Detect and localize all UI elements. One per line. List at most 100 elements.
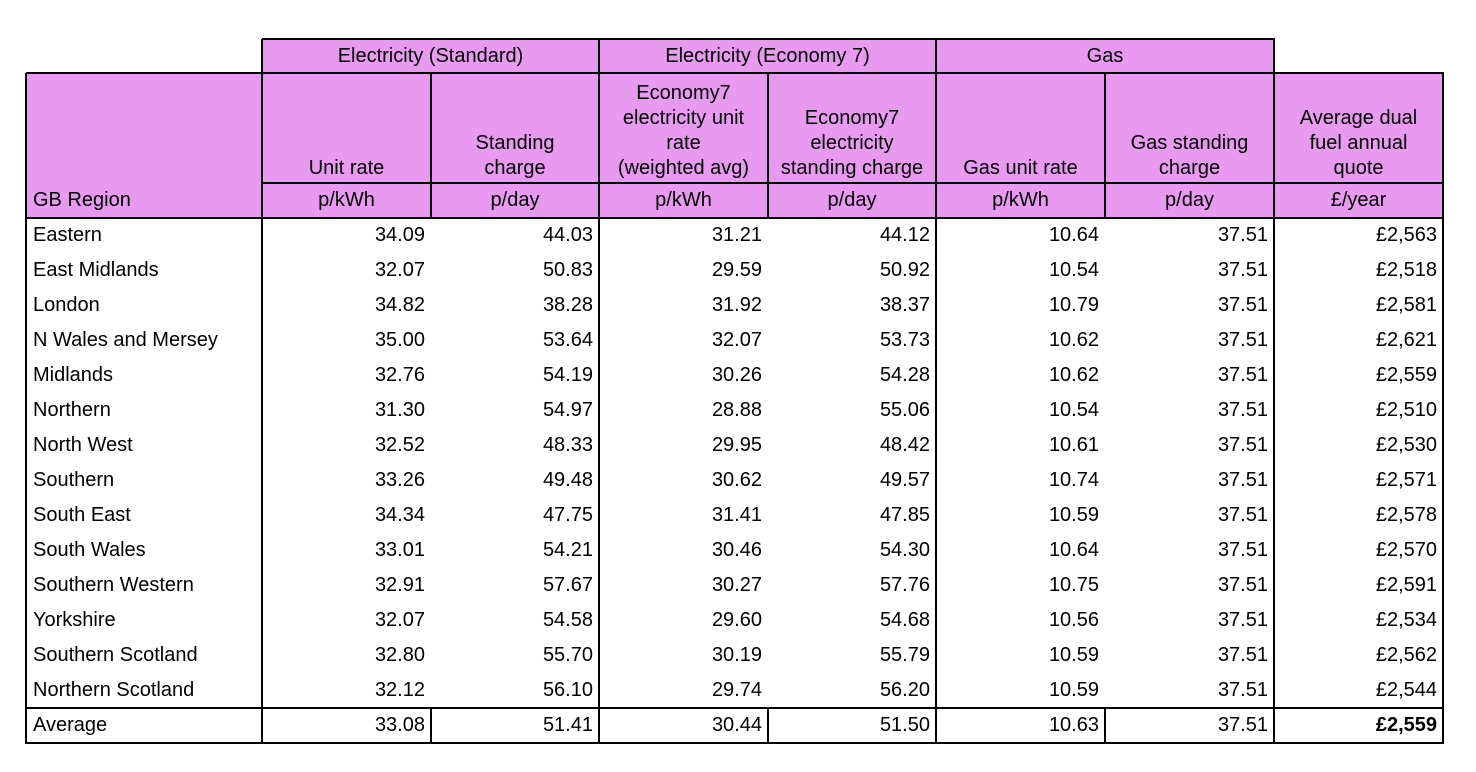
table-cell: 10.62 [1048, 364, 1099, 386]
table-cell: 33.26 [374, 469, 425, 491]
column-header-line: quote [1333, 157, 1384, 179]
table-cell: 37.51 [1217, 224, 1268, 246]
table-cell: 34.09 [374, 224, 425, 246]
top-border [262, 38, 1275, 40]
table-cell: 54.28 [879, 364, 930, 386]
column-header-line: rate [666, 132, 701, 154]
body-top-border [26, 217, 1444, 219]
group-divider [1273, 39, 1275, 744]
column-header-line: (weighted avg) [617, 157, 750, 179]
table-cell: £2,544 [1375, 679, 1437, 701]
table-cell: 37.51 [1217, 294, 1268, 316]
column-header: Gas unit rate [936, 73, 1105, 183]
unit-label: p/kWh [936, 183, 1105, 218]
group-header: Electricity (Economy 7) [599, 39, 936, 73]
table-cell: 33.01 [374, 539, 425, 561]
table-cell: 44.03 [542, 224, 593, 246]
table-cell: 31.92 [711, 294, 762, 316]
table-cell: 34.34 [374, 504, 425, 526]
column-header: Average dual fuel annual quote [1274, 73, 1443, 183]
table-cell: 31.30 [374, 399, 425, 421]
table-cell: 54.97 [542, 399, 593, 421]
table-cell: 37.51 [1217, 644, 1268, 666]
unit-label: p/kWh [599, 183, 768, 218]
column-header-line: fuel annual [1309, 132, 1408, 154]
average-top-border [26, 707, 1444, 709]
table-cell: 29.59 [711, 259, 762, 281]
region-header-cell [26, 73, 262, 183]
table-cell: 55.79 [879, 644, 930, 666]
table-cell: £2,510 [1375, 399, 1437, 421]
table-cell: 30.46 [711, 539, 762, 561]
table-cell: £2,559 [1375, 364, 1437, 386]
column-divider [430, 73, 432, 219]
table-cell: 37.51 [1217, 434, 1268, 456]
region-name: Northern [33, 399, 111, 421]
table-cell: £2,571 [1375, 469, 1437, 491]
table-cell: 56.20 [879, 679, 930, 701]
column-header: Economy7 electricity unit rate (weighted av… [599, 73, 768, 183]
average-cell: 51.50 [879, 714, 930, 736]
table-cell: 32.07 [374, 609, 425, 631]
header-border [26, 72, 1444, 74]
table-cell: 38.28 [542, 294, 593, 316]
region-name: London [33, 294, 100, 316]
region-name: North West [33, 434, 133, 456]
unit-label: p/day [768, 183, 936, 218]
column-header-line: Average dual [1299, 107, 1418, 129]
column-header-line: electricity unit [622, 107, 745, 129]
group-divider [261, 39, 263, 744]
table-cell: £2,581 [1375, 294, 1437, 316]
table-cell: 32.80 [374, 644, 425, 666]
group-divider [598, 39, 600, 744]
group-header: Gas [936, 39, 1274, 73]
table-cell: 30.26 [711, 364, 762, 386]
table-cell: 37.51 [1217, 399, 1268, 421]
table-cell: 10.74 [1048, 469, 1099, 491]
region-name: Southern Western [33, 574, 194, 596]
table-cell: 32.76 [374, 364, 425, 386]
table-cell: 54.30 [879, 539, 930, 561]
table-cell: 55.06 [879, 399, 930, 421]
column-header: Gas standing charge [1105, 73, 1274, 183]
column-header-line: Economy7 [804, 107, 900, 129]
region-name: Southern Scotland [33, 644, 198, 666]
table-cell: 47.85 [879, 504, 930, 526]
column-header: Unit rate [262, 73, 431, 183]
table-cell: 37.51 [1217, 679, 1268, 701]
region-name: Midlands [33, 364, 114, 386]
column-header-line: Gas standing [1130, 132, 1249, 154]
average-cell: 30.44 [711, 714, 762, 736]
average-cell: 51.41 [542, 714, 593, 736]
table-cell: 30.19 [711, 644, 762, 666]
table-cell: 10.75 [1048, 574, 1099, 596]
table-cell: 37.51 [1217, 574, 1268, 596]
table-cell: 49.57 [879, 469, 930, 491]
average-cell: 37.51 [1217, 714, 1268, 736]
table-cell: £2,530 [1375, 434, 1437, 456]
table-cell: 32.52 [374, 434, 425, 456]
group-divider [935, 39, 937, 744]
unit-label: p/kWh [262, 183, 431, 218]
column-divider [767, 708, 769, 744]
column-divider [1104, 73, 1106, 219]
table-cell: 10.54 [1048, 399, 1099, 421]
table-cell: 54.21 [542, 539, 593, 561]
table-cell: £2,562 [1375, 644, 1437, 666]
table-cell: 32.12 [374, 679, 425, 701]
column-header-line: electricity [810, 132, 894, 154]
average-cell: 10.63 [1048, 714, 1099, 736]
table-cell: 10.56 [1048, 609, 1099, 631]
table-cell: 10.59 [1048, 679, 1099, 701]
table-cell: 10.54 [1048, 259, 1099, 281]
right-border [1442, 73, 1444, 744]
average-cell: 33.08 [374, 714, 425, 736]
table-cell: 34.82 [374, 294, 425, 316]
table-cell: 37.51 [1217, 469, 1268, 491]
average-cell: £2,559 [1375, 714, 1437, 736]
table-cell: 32.07 [711, 329, 762, 351]
table-cell: 10.64 [1048, 539, 1099, 561]
table-cell: £2,534 [1375, 609, 1437, 631]
table-cell: 56.10 [542, 679, 593, 701]
